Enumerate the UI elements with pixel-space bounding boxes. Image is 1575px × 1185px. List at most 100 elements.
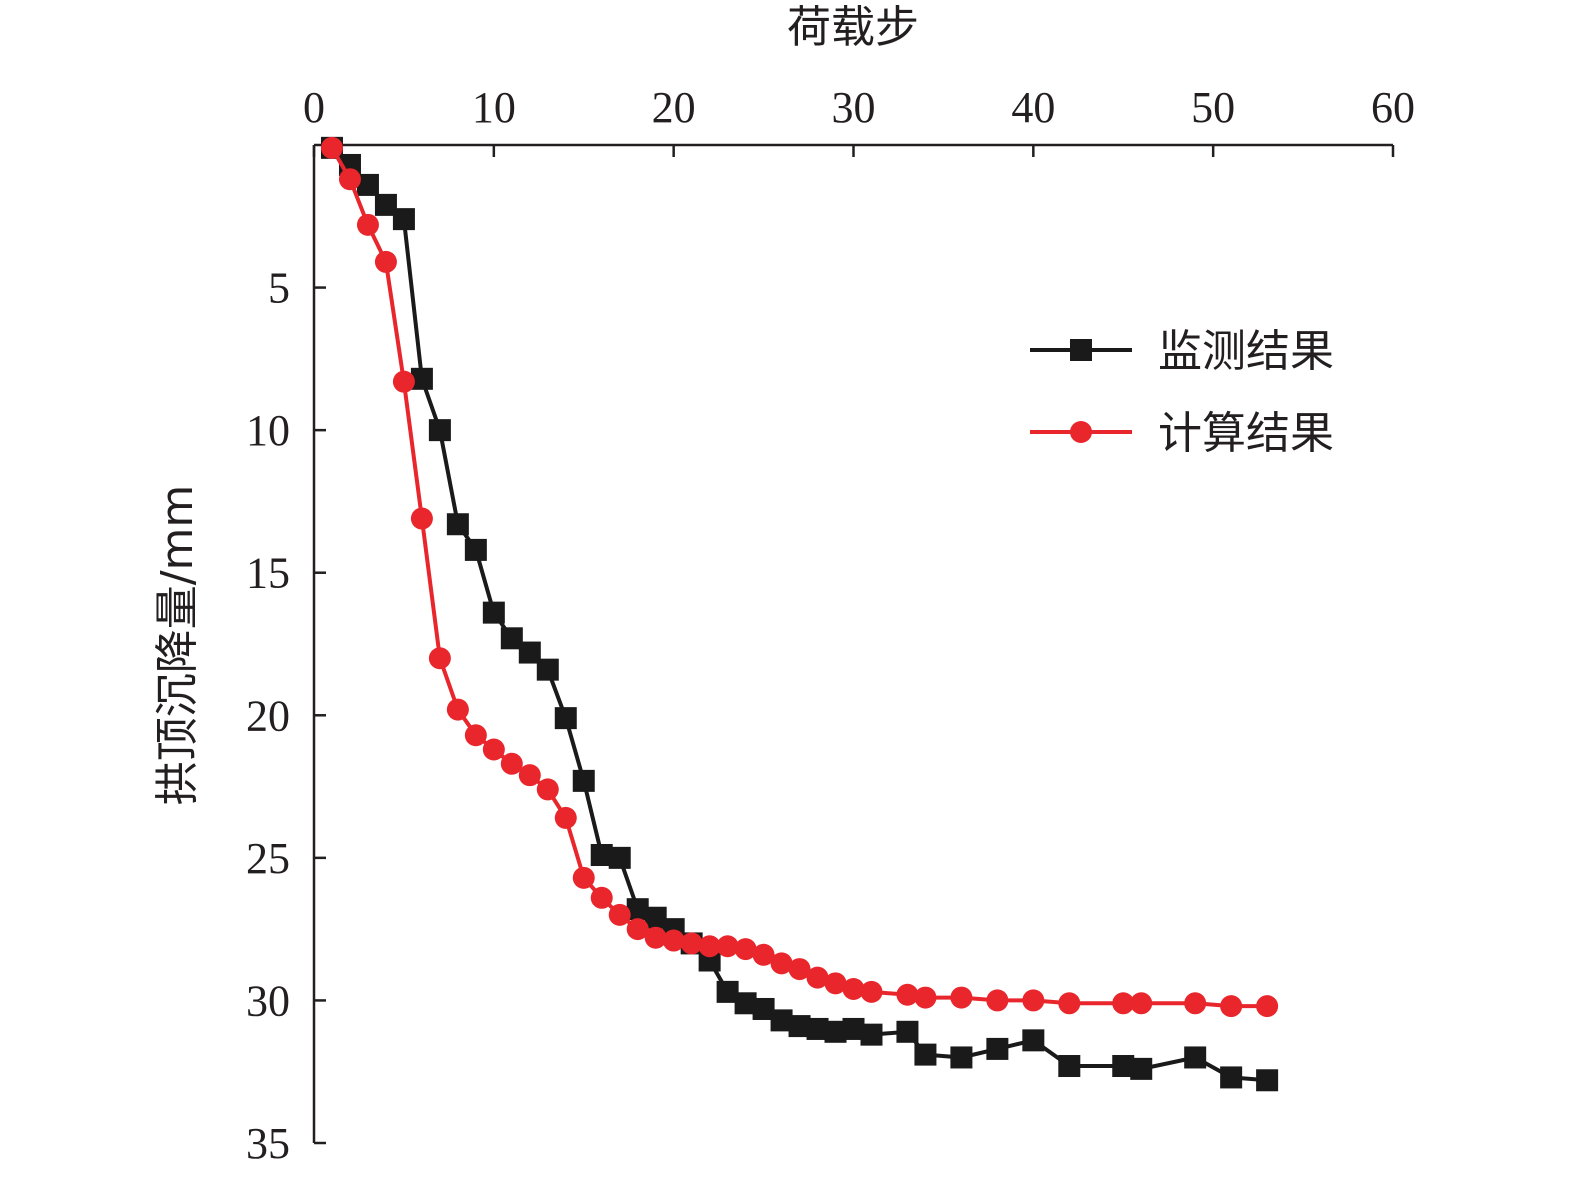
data-point <box>1112 992 1135 1015</box>
x-tick-label: 50 <box>1191 83 1235 132</box>
data-point <box>1022 1029 1045 1052</box>
data-point <box>590 886 613 909</box>
data-point <box>986 1037 1009 1060</box>
legend-marker <box>1070 421 1092 443</box>
data-point <box>1220 1066 1243 1089</box>
y-axis-title: 拱顶沉降量/mm <box>152 485 203 806</box>
data-point <box>320 136 343 159</box>
data-point <box>446 698 469 721</box>
data-point <box>716 980 739 1003</box>
data-point <box>572 866 595 889</box>
series-1 <box>320 136 1279 1092</box>
legend-label: 监测结果 <box>1158 326 1334 377</box>
data-point <box>374 193 397 216</box>
x-tick-label: 10 <box>472 83 516 132</box>
data-point <box>392 208 415 231</box>
data-point <box>554 707 577 730</box>
data-point <box>1022 989 1045 1012</box>
data-point <box>1184 992 1207 1015</box>
x-axis-title: 荷载步 <box>787 2 919 53</box>
data-point <box>824 1020 847 1043</box>
series-line <box>330 146 1268 1083</box>
data-point <box>662 929 685 952</box>
y-tick-label: 25 <box>246 834 290 883</box>
data-point <box>896 983 919 1006</box>
data-point <box>554 806 577 829</box>
data-point <box>1130 992 1153 1015</box>
x-tick-label: 30 <box>832 83 876 132</box>
data-point <box>842 1017 865 1040</box>
data-point <box>608 846 631 869</box>
data-point <box>464 538 487 561</box>
data-point <box>950 986 973 1009</box>
series-layer <box>320 136 1279 1092</box>
data-point <box>644 926 667 949</box>
data-point <box>734 938 757 961</box>
data-point <box>338 168 361 191</box>
x-tick-label: 40 <box>1011 83 1055 132</box>
data-point <box>824 972 847 995</box>
data-point <box>410 367 433 390</box>
data-point <box>536 658 559 681</box>
data-point <box>644 906 667 929</box>
data-point <box>446 513 469 536</box>
data-point <box>1184 1046 1207 1069</box>
legend-item-1: 监测结果 <box>1030 326 1334 377</box>
data-point <box>698 935 721 958</box>
data-point <box>392 370 415 393</box>
data-point <box>482 738 505 761</box>
x-tick-label: 20 <box>652 83 696 132</box>
data-point <box>1220 995 1243 1018</box>
data-point <box>914 1043 937 1066</box>
data-point <box>752 997 775 1020</box>
data-point <box>788 1015 811 1038</box>
data-point <box>1256 995 1279 1018</box>
data-point <box>500 752 523 775</box>
data-point <box>1112 1055 1135 1078</box>
x-tick-label: 0 <box>303 83 325 132</box>
data-point <box>356 173 379 196</box>
data-point <box>428 419 451 442</box>
data-point <box>356 213 379 236</box>
legend-item-2: 计算结果 <box>1030 408 1334 459</box>
data-point <box>374 250 397 273</box>
data-point <box>950 1046 973 1069</box>
data-point <box>770 952 793 975</box>
data-point <box>626 918 649 941</box>
data-point <box>806 1017 829 1040</box>
data-point <box>860 1023 883 1046</box>
data-point <box>770 1009 793 1032</box>
data-point <box>500 627 523 650</box>
data-point <box>572 769 595 792</box>
data-point <box>716 935 739 958</box>
data-point <box>1058 992 1081 1015</box>
data-point <box>536 778 559 801</box>
data-point <box>608 903 631 926</box>
data-point <box>410 507 433 530</box>
legend-marker <box>1070 339 1092 361</box>
data-point <box>1058 1055 1081 1078</box>
series-2 <box>320 136 1279 1018</box>
data-point <box>860 980 883 1003</box>
data-point <box>626 898 649 921</box>
x-tick-label: 60 <box>1371 83 1415 132</box>
data-point <box>518 641 541 664</box>
series-line <box>330 146 1268 1009</box>
data-point <box>464 724 487 747</box>
data-point <box>842 978 865 1001</box>
data-point <box>788 958 811 981</box>
data-point <box>482 601 505 624</box>
y-tick-label: 20 <box>246 691 290 740</box>
data-point <box>428 647 451 670</box>
data-point <box>1130 1057 1153 1080</box>
data-point <box>734 992 757 1015</box>
y-tick-label: 35 <box>246 1119 290 1168</box>
legend-label: 计算结果 <box>1158 408 1334 459</box>
y-tick-label: 30 <box>246 976 290 1025</box>
data-point <box>590 844 613 867</box>
data-point <box>806 966 829 989</box>
data-point <box>752 943 775 966</box>
y-tick-label: 15 <box>246 549 290 598</box>
